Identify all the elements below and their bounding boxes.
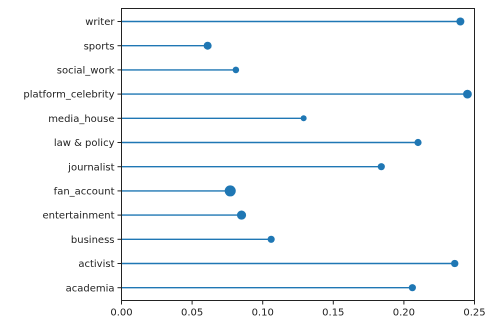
x-axis: 0.00 0.05 0.10 0.15 0.20 0.25: [110, 300, 486, 319]
y-tick-label: journalist: [67, 162, 114, 173]
chart-marks: [121, 17, 472, 292]
x-tick-label: 0.00: [110, 308, 132, 319]
y-tick-label: activist: [78, 259, 114, 270]
x-tick-label: 0.10: [252, 308, 274, 319]
marker-social_work: [232, 66, 240, 74]
marker-sports: [203, 41, 212, 50]
y-tick-label: academia: [66, 283, 115, 294]
marker-entertainment: [236, 210, 247, 220]
x-tick-label: 0.20: [393, 308, 415, 319]
plot-frame: [121, 8, 475, 301]
marker-activist: [451, 259, 459, 268]
marker-academia: [408, 284, 416, 292]
marker-media_house: [300, 115, 307, 122]
y-tick-label: social_work: [57, 66, 115, 77]
marker-journalist: [377, 163, 385, 171]
x-tick-label: 0.15: [322, 308, 344, 319]
y-tick-label: media_house: [48, 114, 114, 125]
marker-platform_celebrity: [463, 89, 472, 99]
y-axis: writer sports social_work platform_celebrit…: [23, 17, 122, 294]
y-tick-label: entertainment: [43, 211, 115, 222]
y-tick-label: fan_account: [54, 187, 115, 198]
x-tick-label: 0.05: [181, 308, 203, 319]
y-tick-label: business: [71, 235, 115, 246]
x-tick-label: 0.25: [463, 308, 485, 319]
y-tick-label: law & policy: [54, 138, 115, 149]
y-tick-label: writer: [85, 17, 115, 28]
marker-fan_account: [224, 185, 236, 197]
y-tick-label: sports: [84, 41, 115, 52]
marker-writer: [456, 17, 465, 26]
y-tick-label: platform_celebrity: [23, 90, 114, 101]
marker-business: [267, 235, 275, 243]
marker-law & policy: [414, 138, 422, 147]
